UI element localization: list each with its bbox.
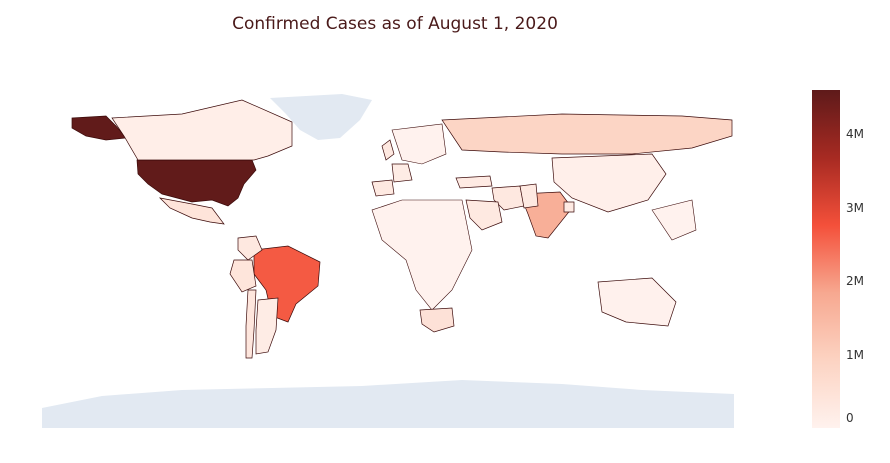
country-argentina[interactable] (255, 297, 279, 355)
country-saudi-arabia[interactable] (465, 199, 503, 231)
country-australia[interactable] (597, 277, 677, 327)
country-chile[interactable] (245, 289, 257, 359)
country-pakistan[interactable] (519, 183, 539, 209)
map-title: Confirmed Cases as of August 1, 2020 (232, 14, 558, 34)
land-region-low (371, 199, 473, 311)
country-russia[interactable] (441, 113, 733, 155)
country-canada[interactable] (111, 99, 293, 161)
country-china[interactable] (551, 153, 667, 213)
colorbar (812, 90, 840, 428)
country-france[interactable] (391, 163, 413, 183)
land-region-low (651, 199, 697, 241)
country-peru[interactable] (229, 259, 257, 293)
country-south-africa[interactable] (419, 307, 455, 333)
country-united-kingdom[interactable] (381, 139, 395, 161)
colorbar-tick-label: 3M (846, 200, 864, 215)
country-colombia[interactable] (237, 235, 263, 261)
country-spain[interactable] (371, 179, 395, 197)
greenland-region (270, 94, 372, 140)
country-mexico[interactable] (158, 197, 225, 225)
country-united-states[interactable] (71, 115, 257, 207)
colorbar-gradient (812, 90, 840, 428)
land-region-low (391, 123, 447, 165)
colorbar-tick-label: 0 (846, 411, 854, 425)
country-iran[interactable] (491, 185, 525, 211)
countries-layer (71, 99, 733, 359)
country-bangladesh[interactable] (563, 201, 575, 213)
colorbar-tick-label: 1M (846, 347, 864, 362)
colorbar-tick-label: 4M (846, 127, 864, 142)
antarctica-region (42, 380, 734, 428)
country-turkey[interactable] (455, 175, 493, 189)
choropleth-map[interactable] (42, 90, 734, 428)
colorbar-tick-label: 2M (846, 274, 864, 289)
